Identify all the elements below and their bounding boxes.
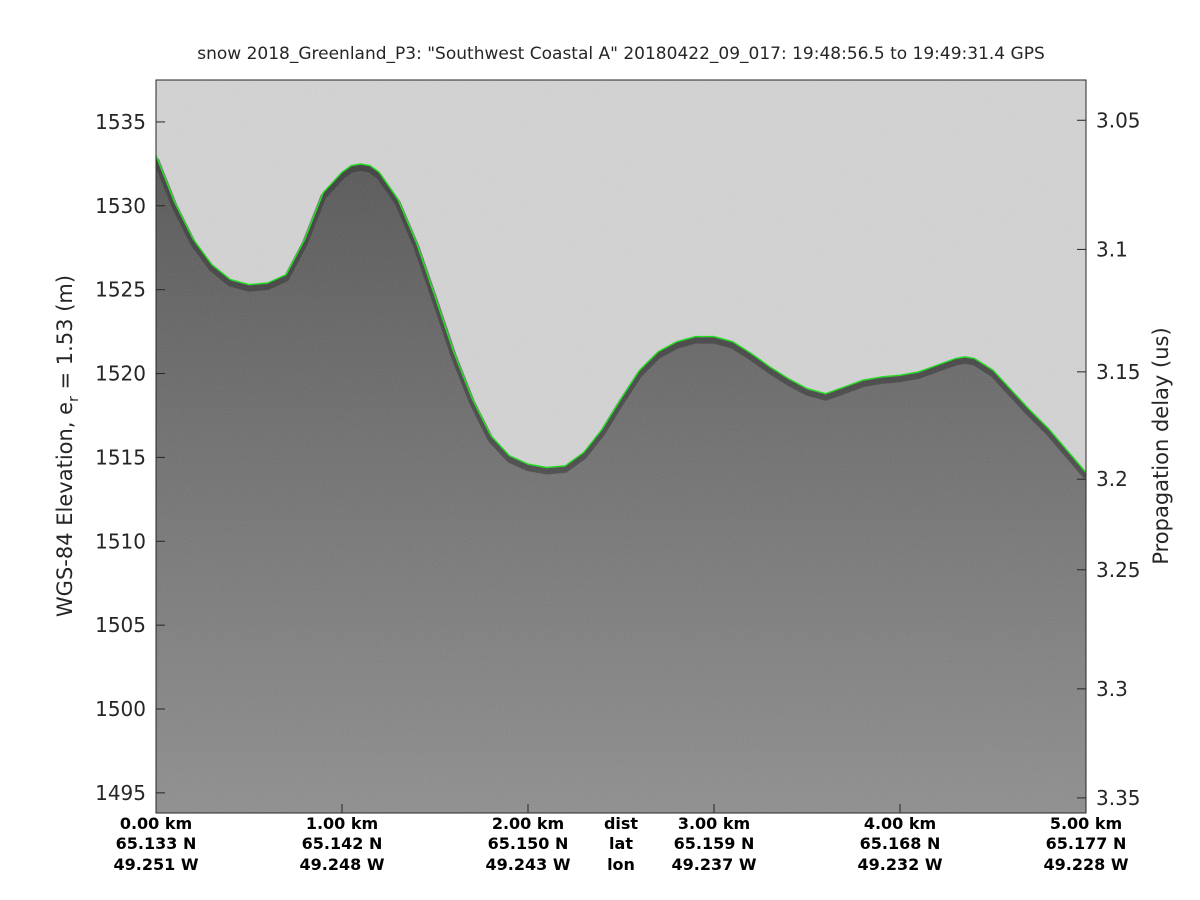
x-tick-dist-label: 0.00 km bbox=[120, 814, 192, 833]
x-tick-dist-label: 2.00 km bbox=[492, 814, 564, 833]
right-y-tick-label: 3.15 bbox=[1096, 360, 1141, 384]
x-tick-dist-label: 3.00 km bbox=[678, 814, 750, 833]
plot-frame bbox=[155, 79, 1087, 814]
dist-row-label: dist bbox=[604, 814, 638, 833]
left-y-tick-label: 1510 bbox=[95, 529, 146, 553]
lon-row-label: lon bbox=[607, 855, 635, 874]
right-y-axis-label: Propagation delay (us) bbox=[1149, 327, 1173, 564]
x-tick-dist-label: 5.00 km bbox=[1050, 814, 1122, 833]
left-y-tick-label: 1520 bbox=[95, 362, 146, 386]
right-y-axis: 3.05 3.1 3.15 3.2 3.25 3.3 3.35 bbox=[1077, 108, 1141, 810]
x-tick-lat-label: 65.159 N bbox=[674, 834, 755, 853]
left-y-tick-label: 1500 bbox=[95, 697, 146, 721]
x-tick-lat-label: 65.177 N bbox=[1046, 834, 1127, 853]
right-y-tick-label: 3.2 bbox=[1096, 467, 1128, 491]
x-tick-lon-label: 49.228 W bbox=[1044, 855, 1129, 874]
surface-pick-line bbox=[156, 155, 1086, 473]
x-tick-lon-label: 49.248 W bbox=[300, 855, 385, 874]
x-tick-dist-label: 4.00 km bbox=[864, 814, 936, 833]
left-y-tick-label: 1530 bbox=[95, 194, 146, 218]
left-y-axis-label: WGS-84 Elevation, er = 1.53 (m) bbox=[53, 275, 82, 617]
x-tick-lat-label: 65.133 N bbox=[116, 834, 197, 853]
left-y-axis: 1535 1530 1525 1520 1515 1510 1505 1500 1495 bbox=[95, 110, 165, 805]
surface-pick-series bbox=[156, 155, 1086, 473]
speckle-noise bbox=[156, 80, 1086, 813]
lat-row-label: lat bbox=[609, 834, 633, 853]
plot-area bbox=[156, 80, 1086, 813]
x-tick-lat-label: 65.150 N bbox=[488, 834, 569, 853]
x-tick-lon-label: 49.232 W bbox=[858, 855, 943, 874]
x-tick-lon-label: 49.237 W bbox=[672, 855, 757, 874]
x-row-labels: dist lat lon bbox=[604, 814, 638, 874]
x-tick-lon-label: 49.243 W bbox=[486, 855, 571, 874]
x-tick-dist-label: 1.00 km bbox=[306, 814, 378, 833]
right-y-tick-label: 3.05 bbox=[1096, 108, 1141, 132]
left-y-tick-label: 1505 bbox=[95, 613, 146, 637]
left-y-tick-label: 1525 bbox=[95, 278, 146, 302]
right-y-tick-label: 3.1 bbox=[1096, 237, 1128, 261]
left-y-tick-label: 1535 bbox=[95, 110, 146, 134]
right-y-tick-label: 3.3 bbox=[1096, 677, 1128, 701]
x-tick-lat-label: 65.168 N bbox=[860, 834, 941, 853]
chart-title: snow 2018_Greenland_P3: "Southwest Coast… bbox=[197, 44, 1045, 64]
x-tick-lat-label: 65.142 N bbox=[302, 834, 383, 853]
left-y-tick-label: 1515 bbox=[95, 445, 146, 469]
right-y-tick-label: 3.35 bbox=[1096, 786, 1141, 810]
left-y-tick-label: 1495 bbox=[95, 781, 146, 805]
x-tick-lon-label: 49.251 W bbox=[114, 855, 199, 874]
right-y-tick-label: 3.25 bbox=[1096, 558, 1141, 582]
